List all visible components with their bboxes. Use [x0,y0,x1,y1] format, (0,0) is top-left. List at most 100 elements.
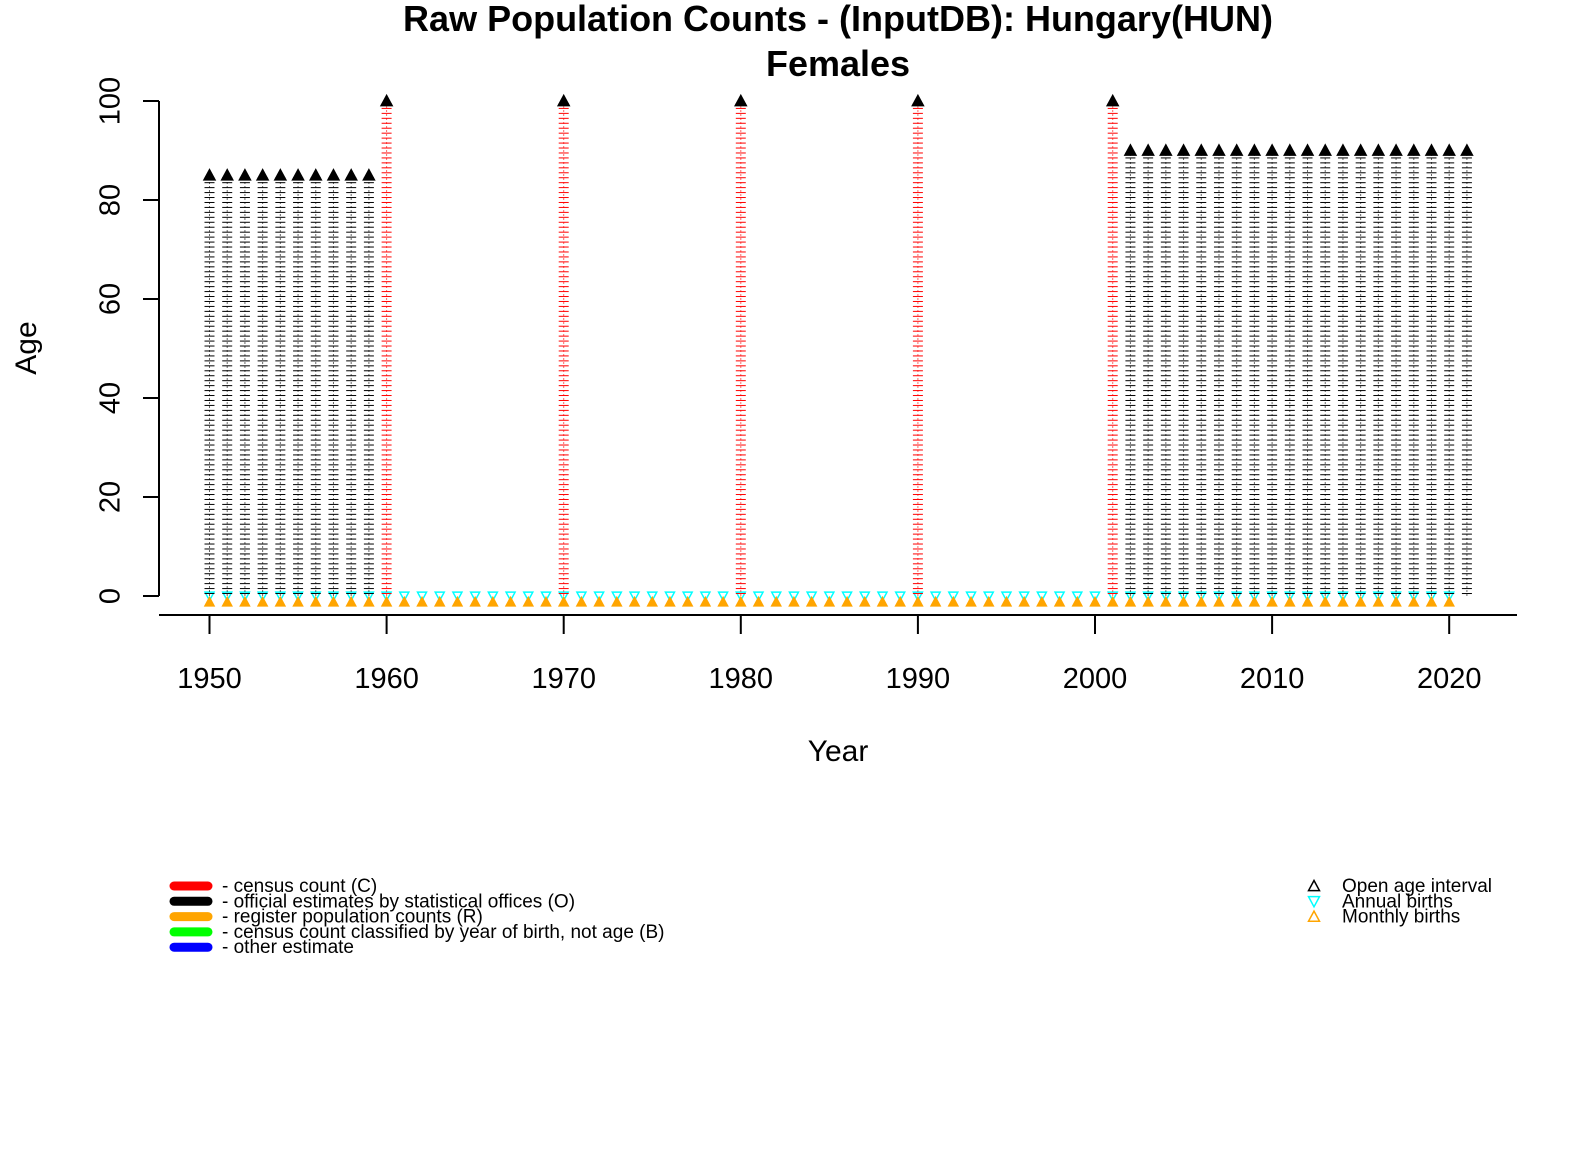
year-bar [735,96,746,597]
year-bar [1107,96,1118,597]
open-age-marker [381,96,392,106]
y-tick-label: 0 [95,588,127,604]
year-bar [558,96,569,597]
legend-label: Monthly births [1342,907,1460,928]
monthly-births-marker [1055,598,1064,606]
monthly-births-marker [1303,598,1312,606]
monthly-births-marker [789,598,798,606]
open-age-marker [1213,145,1224,155]
monthly-births-marker [984,598,993,606]
open-age-marker [1107,96,1118,106]
legend-marker [1309,911,1320,921]
year-bar [222,170,233,596]
year-bar [1143,145,1154,596]
monthly-births-marker [931,598,940,606]
monthly-births-marker [860,598,869,606]
y-tick-label: 60 [95,283,127,315]
year-bar [1337,145,1348,596]
monthly-births-marker [967,598,976,606]
monthly-births-marker [506,598,515,606]
open-age-marker [204,170,215,180]
open-age-marker [912,96,923,106]
monthly-births-marker [612,598,621,606]
open-age-marker [1337,145,1348,155]
monthly-births-marker [1020,598,1029,606]
monthly-births-marker [1268,598,1277,606]
monthly-births-marker [1161,598,1170,606]
monthly-births-marker [648,598,657,606]
open-age-marker [1355,145,1366,155]
legend-markers: Open age intervalAnnual birthsMonthly bi… [1309,876,1493,928]
monthly-births-marker [435,598,444,606]
monthly-births-marker [1409,598,1418,606]
open-age-marker [310,170,321,180]
chart-title: Raw Population Counts - (InputDB): Hunga… [403,0,1273,39]
year-bar [1426,145,1437,596]
year-bar [1373,145,1384,596]
open-age-marker [328,170,339,180]
monthly-births-marker [471,598,480,606]
year-bar [363,170,374,596]
legend-marker [1309,881,1320,891]
open-age-marker [1373,145,1384,155]
monthly-births-marker [878,598,887,606]
year-bar [1231,145,1242,596]
year-bar [1391,145,1402,596]
year-bar [1267,145,1278,596]
chart-subtitle: Females [766,43,910,84]
year-bar [310,170,321,596]
year-bar [257,170,268,596]
year-bar [275,170,286,596]
open-age-marker [1196,145,1207,155]
x-axis-ticks: 1950 1960 1970 1980 1990 2000 2010 2020 [177,615,1481,695]
open-age-marker [239,170,250,180]
monthly-births-marker [294,598,303,606]
x-tick-label: 1950 [177,663,242,695]
year-bar [1444,145,1455,596]
monthly-births-marker [754,598,763,606]
year-bar [239,170,250,596]
open-age-marker [363,170,374,180]
monthly-births-marker [896,598,905,606]
open-age-marker [1284,145,1295,155]
x-tick-label: 2000 [1063,663,1128,695]
monthly-births-marker [595,598,604,606]
monthly-births-marker [1037,598,1046,606]
year-bar [1461,145,1472,596]
year-bar [1125,145,1136,596]
y-tick-label: 100 [95,77,127,125]
y-tick-label: 40 [95,382,127,414]
year-bar [1320,145,1331,596]
open-age-marker [293,170,304,180]
open-age-marker [1302,145,1313,155]
open-age-marker [1426,145,1437,155]
open-age-marker [275,170,286,180]
year-bar [1213,145,1224,596]
open-age-marker [257,170,268,180]
monthly-births-marker [719,598,728,606]
y-axis-label: Age [10,321,43,374]
open-age-marker [1320,145,1331,155]
legend-label: - other estimate [222,937,354,958]
x-tick-label: 1980 [709,663,774,695]
year-bar [1196,145,1207,596]
year-bar [1178,145,1189,596]
monthly-births-marker [577,598,586,606]
monthly-births-marker [418,598,427,606]
monthly-births-marker [1126,598,1135,606]
year-bar [1160,145,1171,596]
monthly-births-marker [1214,598,1223,606]
monthly-births-marker [488,598,497,606]
monthly-births-marker [1356,598,1365,606]
open-age-marker [558,96,569,106]
monthly-births-marker [453,598,462,606]
x-tick-label: 1960 [354,663,419,695]
monthly-births-marker [524,598,533,606]
open-age-marker [1249,145,1260,155]
monthly-births-marker [772,598,781,606]
y-tick-label: 20 [95,481,127,513]
legend-marker [1309,897,1320,907]
monthly-births-marker [1091,598,1100,606]
monthly-births-marker [807,598,816,606]
